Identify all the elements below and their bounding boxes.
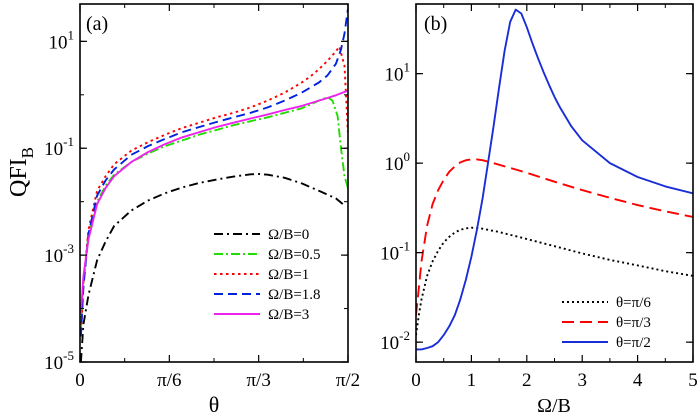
series-line-2 (80, 96, 348, 330)
x-tick-label: π/3 (246, 370, 270, 391)
y-tick-label: 10-1 (380, 239, 410, 265)
x-tick-label: 4 (633, 370, 643, 391)
x-tick-label: 1 (467, 370, 477, 391)
panel-b: 0 1 2 3 4 5 10-2 10-1 100 101 (b) Ω/B θ=π/6 θ=π/3 θ… (380, 3, 697, 417)
panel-a-label: (a) (86, 13, 108, 35)
panel-a: 0 π/6 π/3 π/2 10-5 10-3 10-1 101 (a) θ Ω/B=0 Ω/B… (44, 3, 360, 417)
panel-b-label: (b) (424, 13, 447, 35)
y-tick-label: 101 (49, 27, 75, 53)
legend-label: θ=π/3 (616, 315, 651, 331)
y-tick-label: 10-5 (44, 348, 74, 374)
x-tick-label: 0 (411, 370, 421, 391)
series-line-1 (416, 226, 693, 336)
legend-label: Ω/B=3 (268, 307, 309, 323)
legend-label: Ω/B=0 (268, 227, 309, 243)
x-tick-label: π/2 (336, 370, 360, 391)
legend-label: θ=π/2 (616, 335, 651, 351)
y-tick-label: 10-1 (44, 134, 74, 160)
series-line-3 (80, 45, 348, 337)
series-line-3 (416, 8, 693, 351)
series-line-4 (80, 9, 348, 337)
y-tick-label: 10-3 (44, 241, 74, 267)
x-tick-label: 2 (522, 370, 532, 391)
x-tick-label: 3 (577, 370, 587, 391)
x-tick-label: 0 (75, 370, 85, 391)
x-tick-label: 5 (688, 370, 697, 391)
y-tick-label: 10-2 (380, 328, 410, 354)
y-tick-label: 101 (385, 60, 411, 86)
y-axis-label-subscript: B (18, 147, 37, 158)
series-line-2 (416, 158, 693, 316)
y-axis-label: QFIB (6, 147, 37, 197)
legend-label: Ω/B=0.5 (268, 247, 321, 263)
y-axis-label-main: QFI (6, 158, 32, 197)
series-line-1 (80, 173, 346, 362)
legend-label: Ω/B=1.8 (268, 287, 321, 303)
legend-label: Ω/B=1 (268, 267, 309, 283)
series-line-5 (80, 89, 348, 314)
legend-label: θ=π/6 (616, 295, 651, 311)
x-tick-label: π/6 (157, 370, 181, 391)
panel-a-x-axis-label: θ (209, 392, 220, 417)
y-tick-label: 100 (385, 149, 411, 175)
panel-b-x-axis-label: Ω/B (537, 395, 571, 417)
